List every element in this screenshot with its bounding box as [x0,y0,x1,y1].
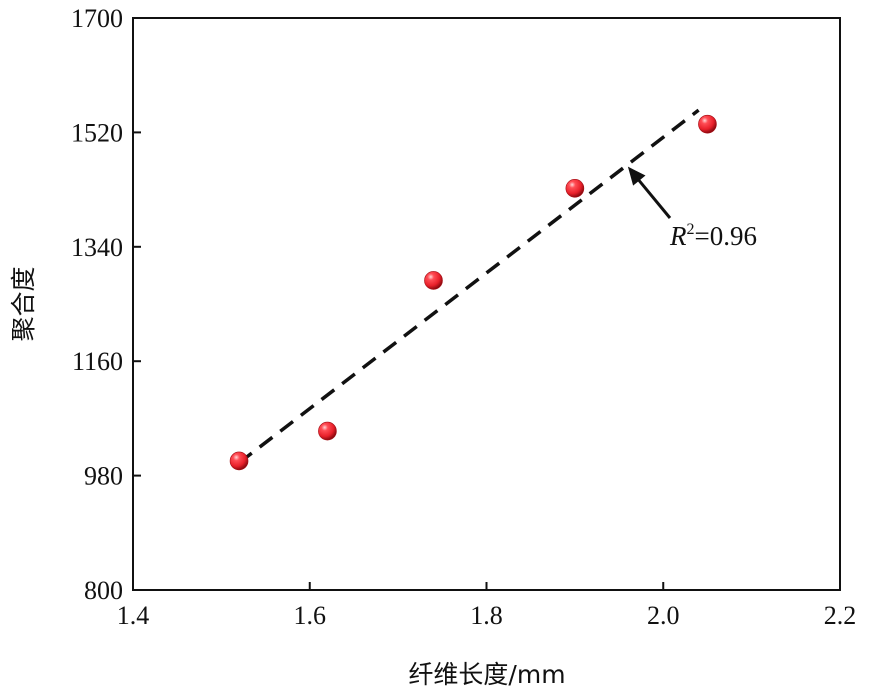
y-tick-label: 1340 [71,233,123,262]
y-tick-label: 1160 [72,347,123,376]
x-tick-label: 1.8 [470,601,503,630]
x-tick-label: 1.4 [117,601,150,630]
r-squared-annotation: R2=0.96 [627,166,757,251]
r-superscript: 2 [687,221,695,238]
annotation-arrow-head [627,166,646,186]
x-tick-label: 1.6 [294,601,327,630]
y-tick-label: 980 [84,462,123,491]
r-value: =0.96 [695,221,757,251]
r-symbol: R [669,221,687,251]
data-point [565,179,585,198]
y-axis-title: 聚合度 [9,266,38,341]
data-point [229,451,249,471]
svg-text:R2=0.96: R2=0.96 [669,221,757,251]
fit-line [237,108,700,465]
data-point [318,421,337,441]
x-tick-label: 2.0 [647,601,680,630]
annotation-arrow-shaft [634,175,672,219]
data-point [424,271,443,290]
x-tick-label: 2.2 [824,601,857,630]
data-point [698,114,717,134]
y-tick-label: 1700 [71,4,123,33]
plot-frame [132,17,841,591]
y-tick-label: 1520 [71,118,123,147]
x-axis-title: 纤维长度/mm [408,660,565,689]
y-tick-label: 800 [84,576,123,605]
